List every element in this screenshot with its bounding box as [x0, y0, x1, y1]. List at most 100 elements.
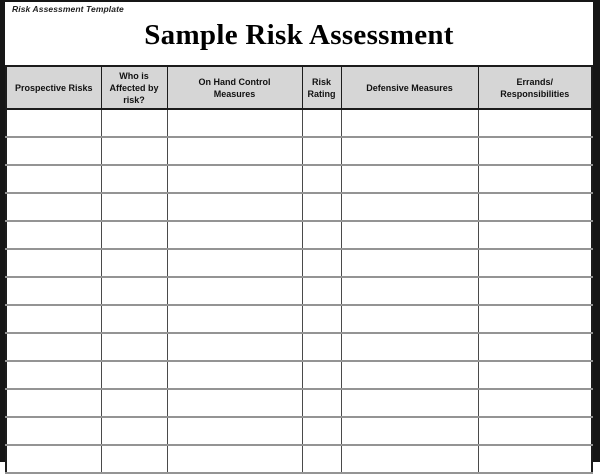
table-cell[interactable]: [478, 389, 592, 417]
table-cell[interactable]: [101, 305, 167, 333]
risk-assessment-table: Prospective Risks Who is Affected by ris…: [5, 65, 593, 474]
table-cell[interactable]: [167, 193, 302, 221]
table-cell[interactable]: [6, 277, 101, 305]
table-cell[interactable]: [167, 389, 302, 417]
table-cell[interactable]: [341, 389, 478, 417]
table-cell[interactable]: [101, 333, 167, 361]
table-cell[interactable]: [6, 165, 101, 193]
table-cell[interactable]: [341, 165, 478, 193]
table-cell[interactable]: [167, 361, 302, 389]
table-cell[interactable]: [101, 277, 167, 305]
table-cell[interactable]: [167, 445, 302, 473]
table-header-row: Prospective Risks Who is Affected by ris…: [6, 66, 592, 109]
table-row: [6, 361, 592, 389]
table-cell[interactable]: [341, 305, 478, 333]
table-cell[interactable]: [302, 389, 341, 417]
table-cell[interactable]: [478, 249, 592, 277]
table-cell[interactable]: [341, 333, 478, 361]
table-row: [6, 389, 592, 417]
table-row: [6, 109, 592, 137]
table-cell[interactable]: [302, 193, 341, 221]
table-row: [6, 249, 592, 277]
table-cell[interactable]: [302, 445, 341, 473]
template-label: Risk Assessment Template: [12, 4, 593, 15]
table-cell[interactable]: [6, 305, 101, 333]
table-row: [6, 221, 592, 249]
column-header-defensive-measures: Defensive Measures: [341, 66, 478, 109]
table-cell[interactable]: [478, 305, 592, 333]
table-cell[interactable]: [6, 389, 101, 417]
table-cell[interactable]: [101, 417, 167, 445]
header-row: Prospective Risks Who is Affected by ris…: [6, 66, 592, 109]
column-header-on-hand-control-measures: On Hand Control Measures: [167, 66, 302, 109]
column-header-prospective-risks: Prospective Risks: [6, 66, 101, 109]
table-row: [6, 137, 592, 165]
table-cell[interactable]: [101, 109, 167, 137]
table-cell[interactable]: [478, 193, 592, 221]
page-title: Sample Risk Assessment: [5, 16, 593, 54]
table-cell[interactable]: [341, 277, 478, 305]
table-cell[interactable]: [167, 137, 302, 165]
table-cell[interactable]: [341, 221, 478, 249]
table-cell[interactable]: [6, 109, 101, 137]
table-cell[interactable]: [478, 137, 592, 165]
table-cell[interactable]: [101, 389, 167, 417]
table-cell[interactable]: [302, 221, 341, 249]
table-cell[interactable]: [167, 249, 302, 277]
table-cell[interactable]: [478, 417, 592, 445]
table-row: [6, 417, 592, 445]
table-cell[interactable]: [6, 417, 101, 445]
table-cell[interactable]: [478, 333, 592, 361]
table-cell[interactable]: [478, 109, 592, 137]
table-row: [6, 193, 592, 221]
table-cell[interactable]: [167, 417, 302, 445]
table-cell[interactable]: [302, 417, 341, 445]
table-cell[interactable]: [6, 361, 101, 389]
table-cell[interactable]: [341, 417, 478, 445]
table-cell[interactable]: [341, 445, 478, 473]
table-cell[interactable]: [101, 361, 167, 389]
table-cell[interactable]: [302, 109, 341, 137]
table-cell[interactable]: [167, 333, 302, 361]
table-cell[interactable]: [167, 165, 302, 193]
table-cell[interactable]: [478, 165, 592, 193]
table-cell[interactable]: [101, 249, 167, 277]
table-cell[interactable]: [6, 221, 101, 249]
table-body: [6, 109, 592, 473]
table-cell[interactable]: [6, 137, 101, 165]
table-cell[interactable]: [341, 109, 478, 137]
table-cell[interactable]: [167, 305, 302, 333]
table-cell[interactable]: [167, 277, 302, 305]
table-row: [6, 305, 592, 333]
table-cell[interactable]: [6, 445, 101, 473]
table-cell[interactable]: [6, 333, 101, 361]
table-cell[interactable]: [478, 277, 592, 305]
table-cell[interactable]: [341, 249, 478, 277]
table-cell[interactable]: [302, 165, 341, 193]
column-header-who-is-affected: Who is Affected by risk?: [101, 66, 167, 109]
table-cell[interactable]: [167, 221, 302, 249]
table-cell[interactable]: [302, 137, 341, 165]
table-cell[interactable]: [6, 193, 101, 221]
table-cell[interactable]: [101, 193, 167, 221]
table-cell[interactable]: [478, 221, 592, 249]
column-header-errands-responsibilities: Errands/ Responsibilities: [478, 66, 592, 109]
table-cell[interactable]: [302, 305, 341, 333]
table-cell[interactable]: [302, 361, 341, 389]
table-cell[interactable]: [341, 193, 478, 221]
table-cell[interactable]: [101, 221, 167, 249]
table-row: [6, 445, 592, 473]
table-cell[interactable]: [302, 277, 341, 305]
table-cell[interactable]: [302, 333, 341, 361]
table-cell[interactable]: [478, 445, 592, 473]
table-cell[interactable]: [341, 137, 478, 165]
table-cell[interactable]: [167, 109, 302, 137]
table-cell[interactable]: [101, 165, 167, 193]
table-row: [6, 333, 592, 361]
table-cell[interactable]: [101, 137, 167, 165]
table-cell[interactable]: [478, 361, 592, 389]
table-cell[interactable]: [302, 249, 341, 277]
table-cell[interactable]: [341, 361, 478, 389]
table-cell[interactable]: [101, 445, 167, 473]
table-cell[interactable]: [6, 249, 101, 277]
